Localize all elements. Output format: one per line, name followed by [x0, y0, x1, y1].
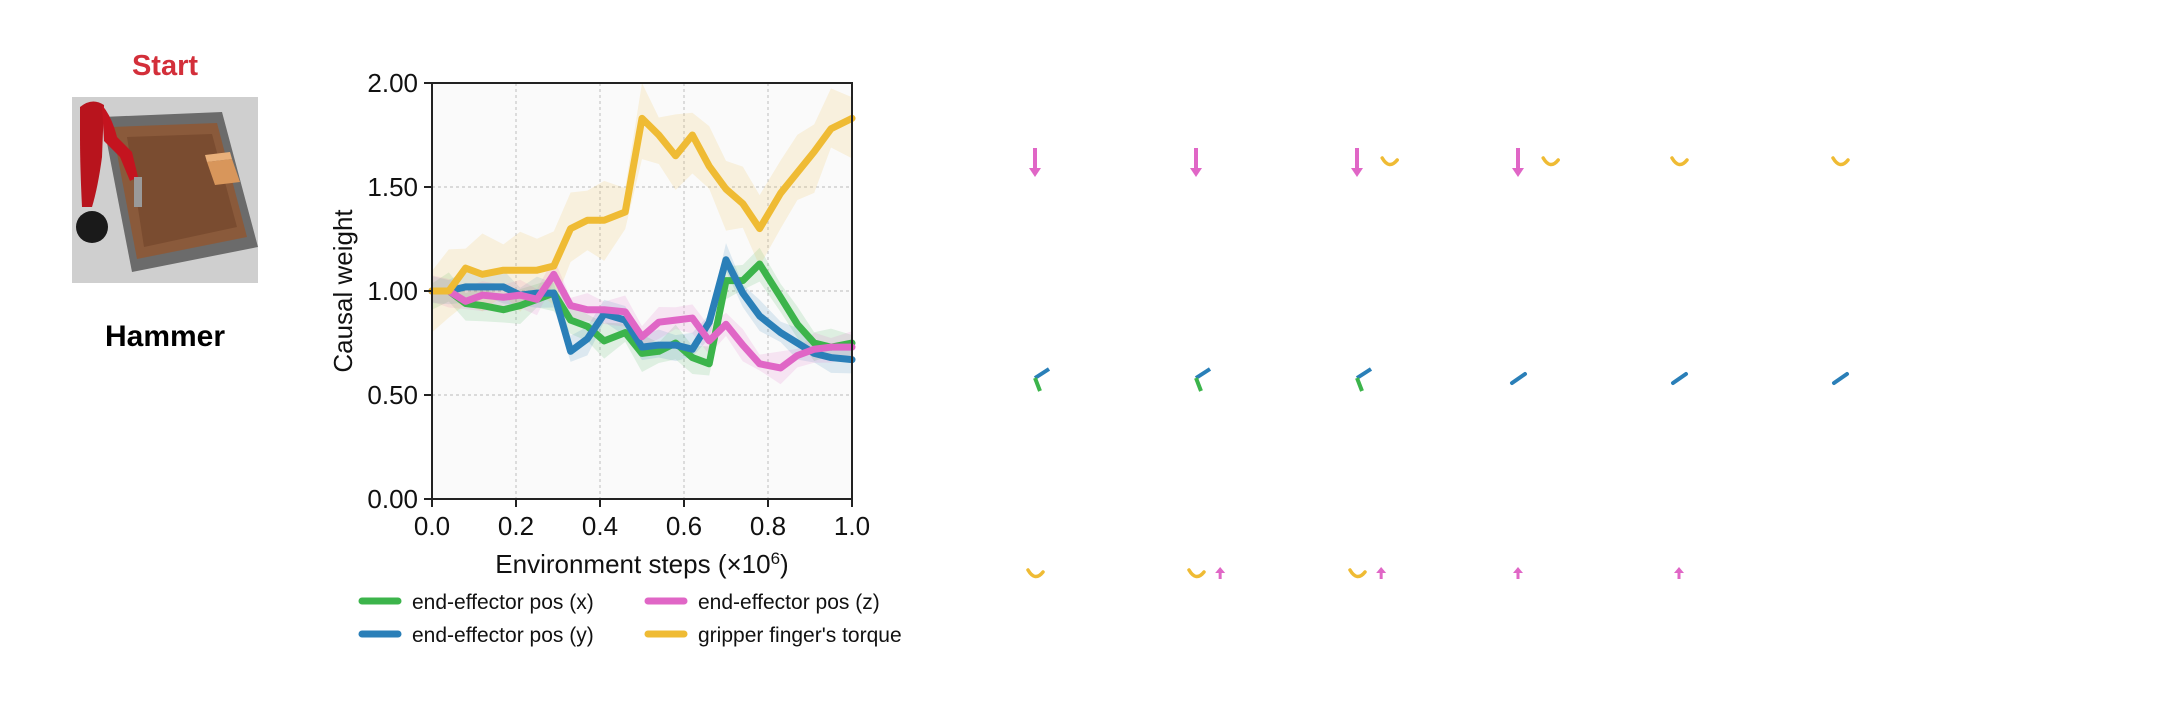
- causal-glyph-panel: [1026, 148, 1850, 579]
- x-tick-label: 0.2: [498, 511, 534, 541]
- series-lines: [428, 114, 856, 372]
- glyph-bend: [1033, 367, 1051, 392]
- series-line: [428, 114, 856, 295]
- glyph-diag-arrow: [1832, 372, 1849, 385]
- x-tick-label: 0.8: [750, 511, 786, 541]
- y-tick-label: 2.00: [367, 68, 418, 98]
- y-axis-label: Causal weight: [328, 209, 358, 373]
- x-axis-label-tail: ): [780, 549, 789, 579]
- series-line: [428, 270, 856, 372]
- glyph-arrow-down: [1512, 148, 1524, 177]
- y-tick-label: 1.00: [367, 276, 418, 306]
- glyph-arc: [1670, 156, 1689, 167]
- legend-entry: end-effector pos (y): [412, 624, 594, 647]
- series-line: [428, 260, 856, 368]
- x-axis-label-main: Environment steps (×10: [495, 549, 770, 579]
- x-tick-label: 0.6: [666, 511, 702, 541]
- glyph-bend: [1194, 367, 1212, 392]
- glyph-arc: [1831, 156, 1850, 167]
- glyph-diag-arrow: [1510, 372, 1527, 385]
- legend: end-effector pos (x) end-effector pos (y)…: [358, 591, 902, 647]
- x-tick-label: 1.0: [834, 511, 870, 541]
- legend-entry: end-effector pos (x): [412, 591, 594, 614]
- glyph-arrow-down: [1190, 148, 1202, 177]
- glyph-arc: [1348, 568, 1367, 579]
- glyph-arrow-down: [1351, 148, 1363, 177]
- glyph-arc: [1026, 568, 1045, 579]
- glyph-arrow-up: [1376, 567, 1387, 579]
- series-line: [428, 256, 856, 364]
- x-axis-label-exponent: 6: [771, 549, 780, 568]
- legend-entry: gripper finger's torque: [698, 624, 902, 647]
- scene-thumbnail: [72, 97, 258, 283]
- glyph-arc: [1187, 568, 1206, 579]
- axis-ticks: 0.0 0.2 0.4 0.6 0.8 1.0 0.00 0.50 1.00 1.50 2.00: [367, 68, 870, 541]
- glyph-arrow-up: [1674, 567, 1684, 579]
- glyph-arc: [1541, 156, 1560, 167]
- status-label: Start: [131, 50, 199, 82]
- glyph-arc: [1380, 156, 1399, 167]
- x-axis-label: Environment steps (×106): [495, 549, 788, 580]
- y-tick-label: 1.50: [367, 172, 418, 202]
- legend-entry: end-effector pos (z): [698, 591, 880, 614]
- glyph-diag-arrow: [1671, 372, 1688, 385]
- glyph-arrow-up: [1513, 567, 1523, 579]
- x-tick-label: 0.4: [582, 511, 618, 541]
- x-tick-label: 0.0: [414, 511, 450, 541]
- task-name: Hammer: [104, 320, 226, 353]
- glyph-arrow-up: [1215, 567, 1226, 579]
- y-tick-label: 0.50: [367, 380, 418, 410]
- glyph-bend: [1355, 367, 1373, 392]
- glyph-arrow-down: [1029, 148, 1041, 177]
- y-tick-label: 0.00: [367, 484, 418, 514]
